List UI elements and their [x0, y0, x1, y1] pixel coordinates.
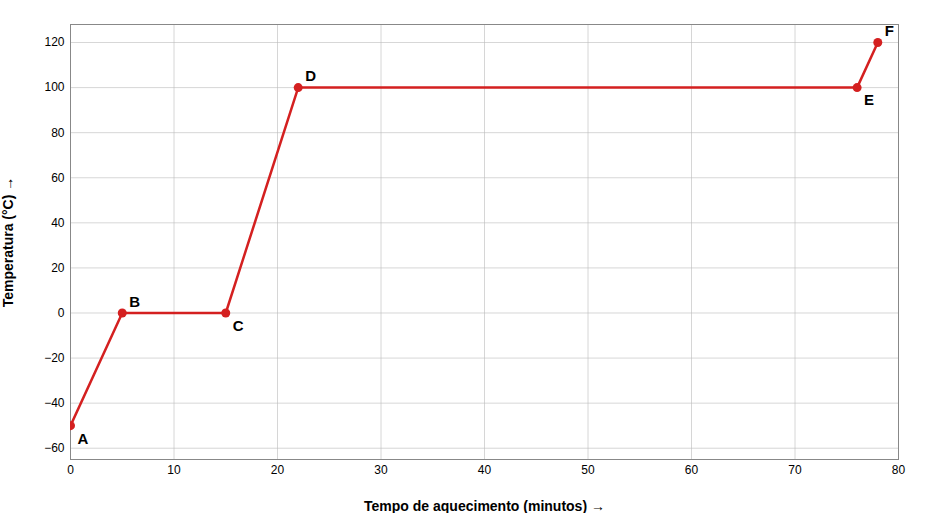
svg-text:F: F — [885, 22, 894, 39]
svg-text:100: 100 — [44, 80, 64, 94]
svg-text:60: 60 — [685, 463, 699, 477]
svg-text:−20: −20 — [44, 351, 65, 365]
svg-text:40: 40 — [478, 463, 492, 477]
svg-text:50: 50 — [581, 463, 595, 477]
svg-text:60: 60 — [51, 171, 65, 185]
svg-text:0: 0 — [58, 306, 65, 320]
svg-text:Temperatura (°C) →: Temperatura (°C) → — [0, 177, 16, 308]
svg-text:−60: −60 — [44, 441, 65, 455]
svg-text:−40: −40 — [44, 396, 65, 410]
svg-text:120: 120 — [44, 35, 64, 49]
svg-text:20: 20 — [271, 463, 285, 477]
svg-text:C: C — [233, 317, 244, 334]
svg-text:E: E — [864, 91, 874, 108]
svg-text:80: 80 — [892, 463, 906, 477]
svg-text:0: 0 — [67, 463, 74, 477]
svg-text:80: 80 — [51, 126, 65, 140]
svg-text:A: A — [78, 429, 89, 446]
svg-text:30: 30 — [374, 463, 388, 477]
svg-text:70: 70 — [788, 463, 802, 477]
svg-text:10: 10 — [167, 463, 181, 477]
svg-text:20: 20 — [51, 261, 65, 275]
svg-text:40: 40 — [51, 216, 65, 230]
svg-text:B: B — [129, 293, 140, 310]
svg-text:D: D — [305, 67, 316, 84]
svg-text:Tempo de aquecimento (minutos): Tempo de aquecimento (minutos) → — [364, 498, 605, 513]
